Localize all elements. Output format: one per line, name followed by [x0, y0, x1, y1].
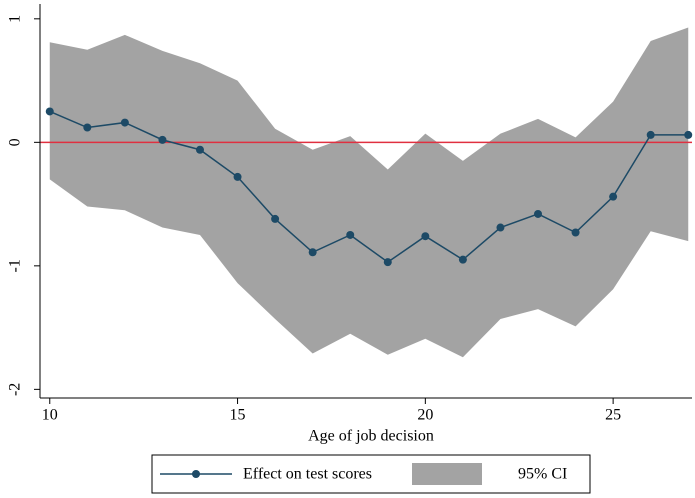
x-tick-label: 20 [417, 407, 433, 424]
series-point [195, 145, 204, 154]
series-point [308, 248, 317, 257]
ci-band [49, 27, 689, 358]
legend-label: 95% CI [518, 466, 567, 483]
legend-swatch [412, 463, 482, 485]
series-point [233, 172, 242, 181]
x-tick-label: 15 [230, 407, 246, 424]
series-point [496, 223, 505, 232]
series-point [83, 123, 92, 132]
series-point [646, 130, 655, 139]
y-tick-label: 0 [7, 138, 24, 146]
series-line [49, 110, 689, 264]
y-tick-label: -2 [7, 383, 24, 396]
series-point [458, 255, 467, 264]
x-axis-label: Age of job decision [308, 428, 434, 445]
legend-marker [192, 470, 200, 478]
legend-label: Effect on test scores [243, 466, 372, 483]
y-tick-label: 1 [7, 15, 24, 23]
series-point [271, 214, 280, 223]
series-point [120, 118, 129, 127]
series-point [684, 130, 693, 139]
series-point [346, 230, 355, 239]
series-point [383, 258, 392, 267]
series-point [571, 228, 580, 237]
series-point [609, 192, 618, 201]
series-point [534, 209, 543, 218]
x-tick-label: 10 [42, 407, 58, 424]
series-point [421, 232, 430, 241]
series-point [45, 107, 54, 116]
series-point [158, 135, 167, 144]
y-tick-label: -1 [7, 259, 24, 272]
x-tick-label: 25 [605, 407, 621, 424]
